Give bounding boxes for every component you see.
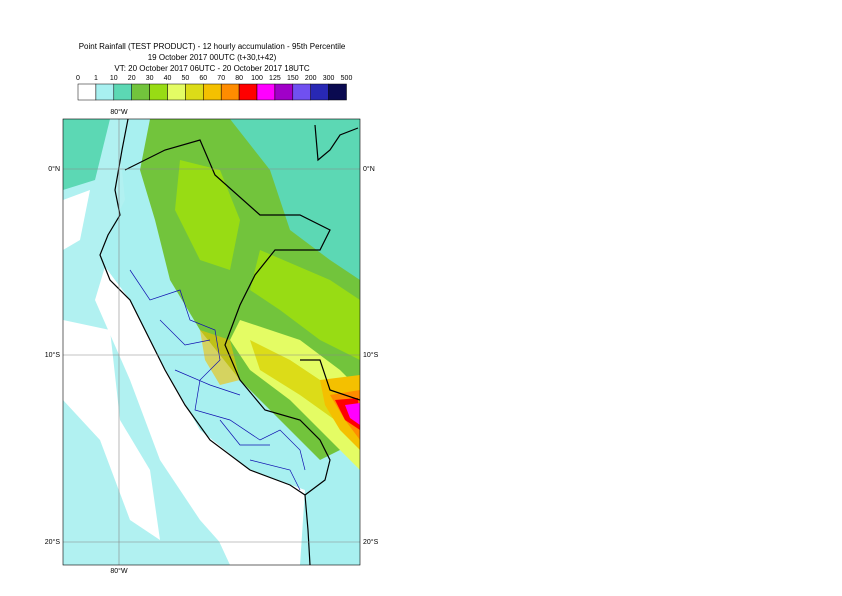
legend-swatch bbox=[310, 83, 329, 101]
lat-label: 10°S bbox=[363, 351, 379, 359]
legend-swatch bbox=[77, 83, 97, 101]
lon-label: 80°W bbox=[110, 108, 128, 116]
legend-label: 500 bbox=[341, 75, 353, 82]
legend-swatch bbox=[131, 83, 150, 101]
legend-label: 60 bbox=[199, 75, 207, 82]
valid-time: VT: 20 October 2017 06UTC - 20 October 2… bbox=[114, 64, 309, 73]
legend-swatch bbox=[113, 83, 132, 101]
lat-label: 20°S bbox=[45, 538, 61, 546]
lat-label: 20°S bbox=[363, 538, 379, 546]
map-frame bbox=[62, 118, 361, 566]
legend-swatch bbox=[328, 83, 347, 101]
legend-label: 150 bbox=[287, 75, 299, 82]
map bbox=[63, 119, 360, 565]
legend-swatch bbox=[238, 83, 258, 101]
legend-label: 125 bbox=[269, 75, 281, 82]
legend-swatch bbox=[149, 83, 168, 101]
lat-label: 10°S bbox=[45, 351, 61, 359]
legend-swatch bbox=[167, 83, 186, 101]
legend-label: 30 bbox=[146, 75, 154, 82]
legend-label: 10 bbox=[110, 75, 118, 82]
run-time: 19 October 2017 00UTC (t+30,t+42) bbox=[148, 53, 277, 62]
legend-swatch bbox=[203, 83, 222, 101]
legend-label: 70 bbox=[217, 75, 225, 82]
lon-label: 80°W bbox=[110, 567, 128, 575]
legend-swatch bbox=[185, 83, 204, 101]
legend-swatch bbox=[220, 83, 240, 101]
legend-label: 40 bbox=[164, 75, 172, 82]
legend-swatch bbox=[274, 83, 294, 101]
legend: 0 1 10 20 30 40 50 60 70 80 100 125 150 200 300 500 bbox=[76, 75, 353, 101]
legend-label: 0 bbox=[76, 75, 80, 82]
legend-label: 100 bbox=[251, 75, 263, 82]
title: Point Rainfall (TEST PRODUCT) - 12 hourl… bbox=[79, 42, 346, 51]
legend-label: 80 bbox=[235, 75, 243, 82]
legend-swatch bbox=[95, 83, 115, 101]
lat-label: 0°N bbox=[48, 165, 60, 173]
legend-label: 200 bbox=[305, 75, 317, 82]
legend-swatch bbox=[256, 83, 276, 101]
legend-label: 50 bbox=[182, 75, 190, 82]
legend-swatch bbox=[292, 83, 311, 101]
lat-label: 0°N bbox=[363, 165, 375, 173]
legend-label: 20 bbox=[128, 75, 136, 82]
legend-label: 300 bbox=[323, 75, 335, 82]
legend-label: 1 bbox=[94, 75, 98, 82]
